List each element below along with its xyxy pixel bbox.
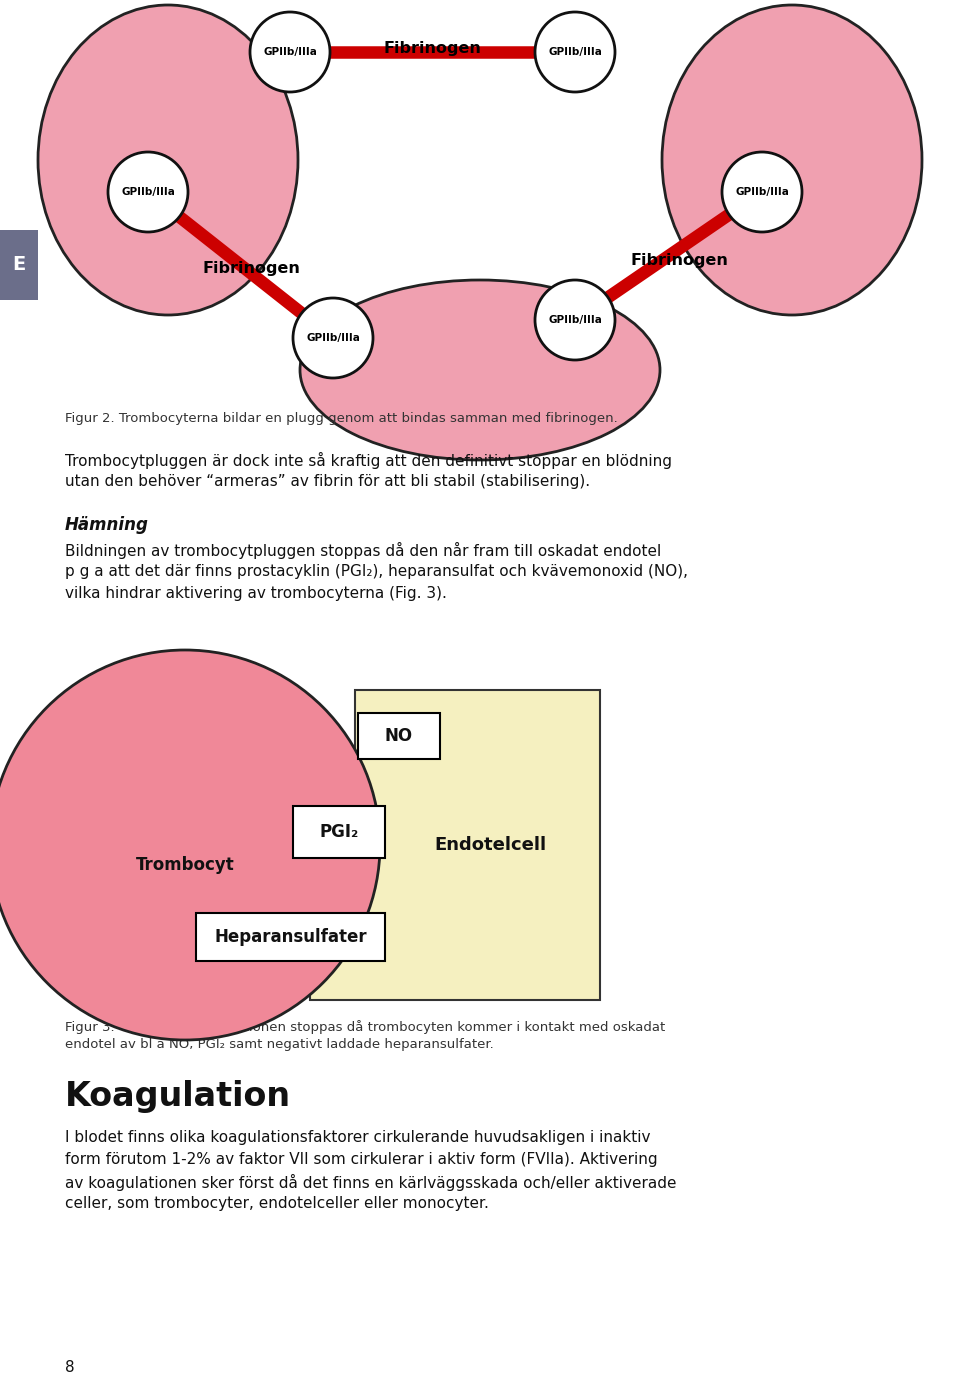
Text: Trombocyt: Trombocyt bbox=[135, 856, 234, 874]
Text: GPIIb/IIIa: GPIIb/IIIa bbox=[548, 47, 602, 57]
Circle shape bbox=[722, 152, 802, 232]
Text: av koagulationen sker först då det finns en kärlväggsskada och/eller aktiverade: av koagulationen sker först då det finns… bbox=[65, 1175, 677, 1191]
Text: Figur 2. Trombocyterna bildar en plugg genom att bindas samman med fibrinogen.: Figur 2. Trombocyterna bildar en plugg g… bbox=[65, 411, 617, 425]
Text: Fibrinogen: Fibrinogen bbox=[202, 260, 300, 275]
Circle shape bbox=[250, 13, 330, 92]
Text: Koagulation: Koagulation bbox=[65, 1080, 291, 1113]
FancyBboxPatch shape bbox=[293, 806, 385, 858]
Text: p g a att det där finns prostacyklin (PGI₂), heparansulfat och kvävemonoxid (NO): p g a att det där finns prostacyklin (PG… bbox=[65, 564, 688, 580]
Ellipse shape bbox=[300, 279, 660, 460]
Circle shape bbox=[293, 297, 373, 378]
Circle shape bbox=[535, 13, 615, 92]
FancyBboxPatch shape bbox=[196, 913, 385, 960]
Text: Hämning: Hämning bbox=[65, 516, 149, 534]
Text: Fibrinogen: Fibrinogen bbox=[383, 40, 481, 56]
FancyBboxPatch shape bbox=[0, 229, 38, 300]
Circle shape bbox=[0, 651, 380, 1040]
Circle shape bbox=[108, 152, 188, 232]
Text: Trombocytpluggen är dock inte så kraftig att den definitivt stoppar en blödning: Trombocytpluggen är dock inte så kraftig… bbox=[65, 452, 672, 468]
Text: Heparansulfater: Heparansulfater bbox=[214, 929, 367, 947]
Text: GPIIb/IIIa: GPIIb/IIIa bbox=[306, 334, 360, 343]
FancyBboxPatch shape bbox=[358, 713, 440, 759]
Text: form förutom 1-2% av faktor VII som cirkulerar i aktiv form (FVIIa). Aktivering: form förutom 1-2% av faktor VII som cirk… bbox=[65, 1152, 658, 1168]
Text: celler, som trombocyter, endotelceller eller monocyter.: celler, som trombocyter, endotelceller e… bbox=[65, 1195, 489, 1211]
Text: Endotelcell: Endotelcell bbox=[434, 835, 546, 853]
Text: utan den behöver “armeras” av fibrin för att bli stabil (stabilisering).: utan den behöver “armeras” av fibrin för… bbox=[65, 474, 590, 489]
Text: NO: NO bbox=[385, 727, 413, 745]
Text: Figur 3. Trombocytaggregationen stoppas då trombocyten kommer i kontakt med oska: Figur 3. Trombocytaggregationen stoppas … bbox=[65, 1020, 665, 1034]
Polygon shape bbox=[310, 689, 600, 999]
Text: GPIIb/IIIa: GPIIb/IIIa bbox=[121, 188, 175, 197]
Circle shape bbox=[535, 279, 615, 360]
Text: I blodet finns olika koagulationsfaktorer cirkulerande huvudsakligen i inaktiv: I blodet finns olika koagulationsfaktore… bbox=[65, 1130, 651, 1145]
Text: E: E bbox=[12, 256, 26, 274]
Text: endotel av bl a NO, PGI₂ samt negativt laddade heparansulfater.: endotel av bl a NO, PGI₂ samt negativt l… bbox=[65, 1038, 493, 1051]
Text: GPIIb/IIIa: GPIIb/IIIa bbox=[735, 188, 789, 197]
Text: GPIIb/IIIa: GPIIb/IIIa bbox=[263, 47, 317, 57]
Text: vilka hindrar aktivering av trombocyterna (Fig. 3).: vilka hindrar aktivering av trombocytern… bbox=[65, 587, 446, 600]
Text: Fibrinogen: Fibrinogen bbox=[630, 253, 728, 267]
Text: Bildningen av trombocytpluggen stoppas då den når fram till oskadat endotel: Bildningen av trombocytpluggen stoppas d… bbox=[65, 542, 661, 559]
Ellipse shape bbox=[662, 6, 922, 316]
Text: PGI₂: PGI₂ bbox=[320, 823, 359, 841]
Text: 8: 8 bbox=[65, 1361, 75, 1376]
Text: GPIIb/IIIa: GPIIb/IIIa bbox=[548, 316, 602, 325]
Ellipse shape bbox=[38, 6, 298, 316]
